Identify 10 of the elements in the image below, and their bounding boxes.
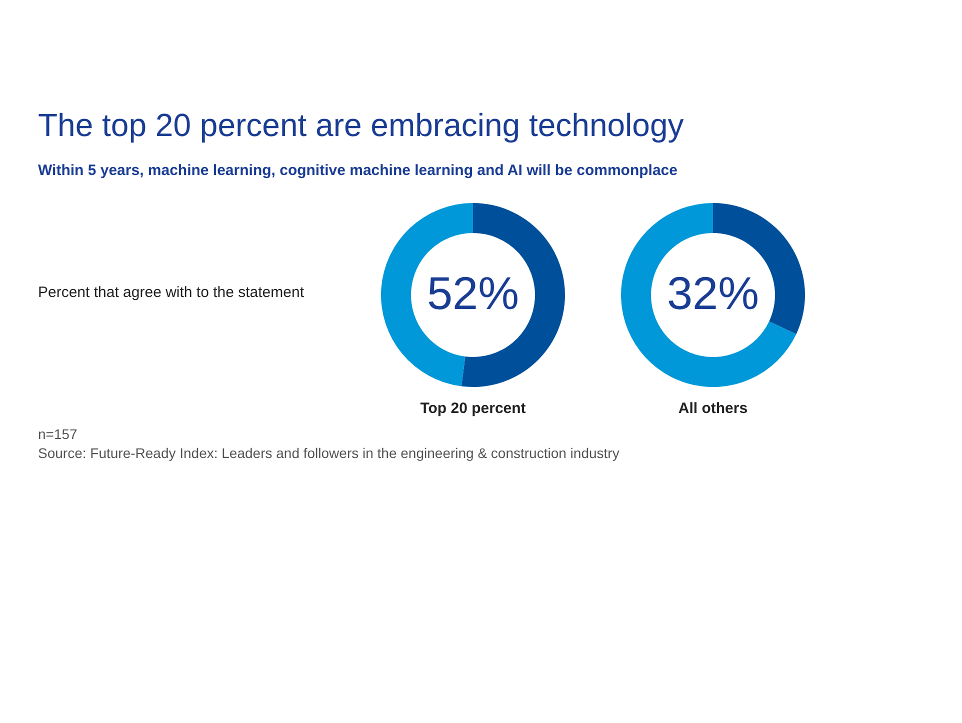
text: Top 20 percent: [420, 400, 526, 417]
text: All others: [678, 400, 748, 417]
text: Within 5 years, machine learning, cognitive machine learning and AI will be commonplace: [38, 162, 678, 179]
text: n=157: [38, 426, 78, 442]
text: The top 20 percent are embracing technology: [38, 107, 684, 143]
data-label: 32%: [666, 267, 760, 319]
source-note: Source: Future-Ready Index: Leaders and followers in the engineering & construction industry: [38, 445, 620, 461]
text: Percent that agree with to the statement: [38, 284, 305, 301]
data-label: 52%: [426, 267, 520, 319]
donut-slice: [621, 203, 796, 387]
